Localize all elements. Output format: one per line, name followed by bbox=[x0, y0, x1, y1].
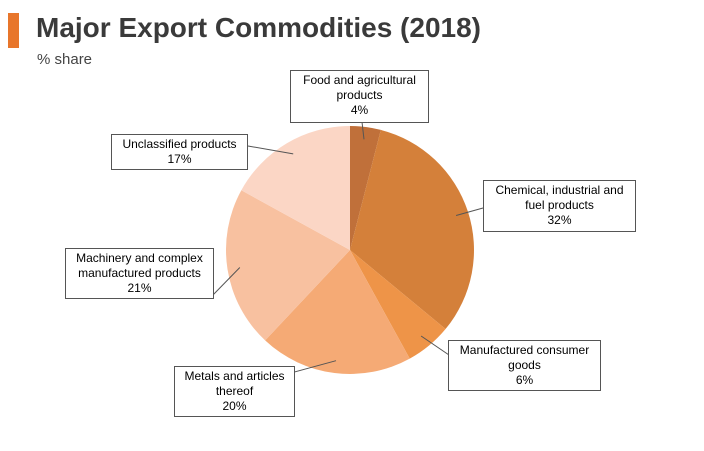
leader-line-chemical-industrial-fuel bbox=[455, 207, 484, 216]
title-accent-bar bbox=[8, 13, 19, 48]
callout-value: 6% bbox=[515, 373, 534, 387]
callout-label-line: Machinery and complex bbox=[76, 251, 203, 265]
callout-label-line: Food and agricultural bbox=[303, 73, 416, 87]
callout-unclassified: Unclassified products 17% bbox=[111, 134, 248, 170]
leader-line-unclassified bbox=[247, 145, 294, 155]
callout-label-line: Manufactured consumer bbox=[459, 343, 590, 357]
callout-chemical-industrial-fuel: Chemical, industrial and fuel products 3… bbox=[483, 180, 636, 232]
callout-label-line: Unclassified products bbox=[122, 137, 237, 151]
callout-label-line: manufactured products bbox=[78, 266, 201, 280]
pie-slices bbox=[226, 126, 474, 374]
callout-value: 17% bbox=[167, 152, 192, 166]
callout-value: 32% bbox=[547, 213, 572, 227]
pie-slice-chemical-industrial-fuel bbox=[350, 129, 474, 330]
pie-slice-machinery-complex bbox=[226, 190, 350, 341]
leader-line-food-agricultural bbox=[361, 121, 365, 140]
callout-label-line: thereof bbox=[215, 384, 254, 398]
callout-label-line: Metals and articles bbox=[184, 369, 285, 383]
pie-slice-unclassified bbox=[241, 126, 350, 250]
callout-manufactured-consumer-goods: Manufactured consumer goods 6% bbox=[448, 340, 601, 391]
pie-slice-manufactured-consumer-goods bbox=[350, 250, 446, 359]
pie-slice-metals-articles bbox=[265, 250, 410, 374]
pie-slice-food-agricultural bbox=[350, 126, 381, 250]
callout-value: 20% bbox=[222, 399, 247, 413]
callout-label-line: Chemical, industrial and bbox=[495, 183, 624, 197]
callout-label-line: products bbox=[336, 88, 383, 102]
callout-food-agricultural: Food and agricultural products 4% bbox=[290, 70, 429, 123]
callout-label-line: fuel products bbox=[525, 198, 594, 212]
leader-line-manufactured-consumer-goods bbox=[420, 335, 450, 356]
callout-label-line: goods bbox=[508, 358, 541, 372]
chart-title: Major Export Commodities (2018) bbox=[36, 12, 481, 43]
callout-machinery-complex: Machinery and complex manufactured produ… bbox=[65, 248, 214, 299]
leader-line-machinery-complex bbox=[211, 267, 241, 297]
callout-value: 4% bbox=[350, 103, 369, 117]
callout-metals-articles: Metals and articles thereof 20% bbox=[174, 366, 295, 417]
callout-value: 21% bbox=[127, 281, 152, 295]
chart-subtitle: % share bbox=[37, 51, 93, 68]
